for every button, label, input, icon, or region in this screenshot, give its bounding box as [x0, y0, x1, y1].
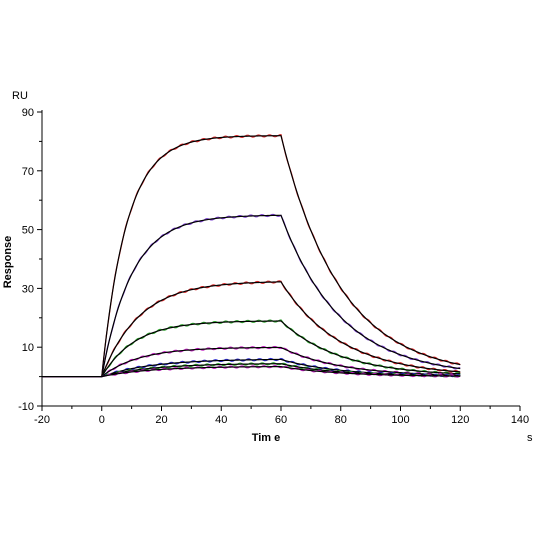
curves [42, 134, 461, 378]
x-tick-label: 40 [215, 414, 227, 426]
measured-curve [42, 134, 461, 378]
x-tick-label: 140 [511, 414, 529, 426]
x-tick-label: 60 [275, 414, 287, 426]
y-tick-label: 10 [22, 342, 34, 354]
fit-curve [42, 358, 461, 378]
y-unit-label: RU [12, 90, 28, 102]
x-tick-label: 20 [155, 414, 167, 426]
y-axis-title: Response [2, 236, 14, 289]
x-tick-label: -20 [34, 414, 50, 426]
y-tick-label: 50 [22, 225, 34, 237]
y-tick-label: -10 [18, 401, 34, 413]
fit-curve [42, 135, 461, 378]
x-tick-label: 0 [99, 414, 105, 426]
x-axis-title: Tim e [252, 432, 281, 444]
fit-curve [42, 365, 461, 378]
fit-curve [42, 281, 461, 378]
fit-curve [42, 320, 461, 378]
x-tick-label: 120 [451, 414, 469, 426]
y-tick-label: 70 [22, 166, 34, 178]
y-tick-label: 90 [22, 107, 34, 119]
fit-curve [42, 346, 461, 378]
x-unit-label: s [527, 432, 533, 444]
x-tick-label: 100 [391, 414, 409, 426]
y-tick-label: 30 [22, 283, 34, 295]
x-tick-label: 80 [335, 414, 347, 426]
ticks: -20 0 20 40 60 80 100 120 140 -10 10 30 50 70 90 [18, 107, 529, 426]
fit-curve [42, 214, 461, 378]
